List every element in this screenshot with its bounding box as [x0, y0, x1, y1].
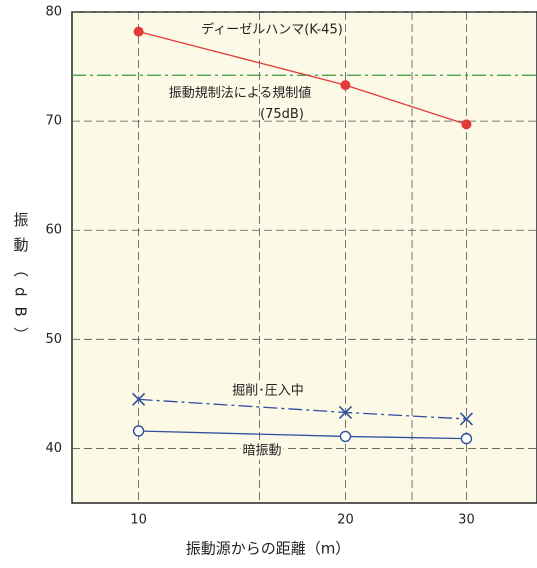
y-tick-label: 80	[45, 5, 62, 20]
series-label: 暗振動	[242, 444, 281, 459]
y-tick-label: 60	[45, 223, 62, 238]
data-point	[339, 430, 352, 443]
y-tick-label: 40	[45, 441, 62, 456]
y-tick-label: 50	[45, 332, 62, 347]
data-point	[132, 392, 146, 406]
data-point	[132, 425, 145, 437]
series-label: ディーゼルハンマ(K-45)	[201, 22, 343, 38]
data-point	[459, 412, 474, 426]
series-label: 掘削･圧入中	[232, 384, 304, 399]
x-axis-label: 振動源からの距離（m）	[186, 540, 351, 558]
data-point	[338, 405, 353, 420]
y-axis-label: 振動（dB）	[12, 212, 30, 352]
reference-label: (75dB)	[260, 107, 304, 122]
series-label-bg	[240, 442, 284, 460]
plot-area	[71, 11, 537, 504]
x-tick-label: 30	[458, 513, 475, 528]
y-tick-label: 70	[45, 114, 62, 129]
data-point	[461, 119, 472, 130]
data-point	[340, 80, 351, 91]
data-point	[460, 432, 473, 445]
x-tick-label: 20	[337, 513, 354, 528]
x-tick-label: 10	[130, 513, 147, 528]
series-label-bg	[199, 21, 345, 39]
series-label-bg	[230, 382, 306, 400]
data-point	[133, 26, 144, 37]
reference-label: 振動規制法による規制値	[169, 85, 312, 101]
